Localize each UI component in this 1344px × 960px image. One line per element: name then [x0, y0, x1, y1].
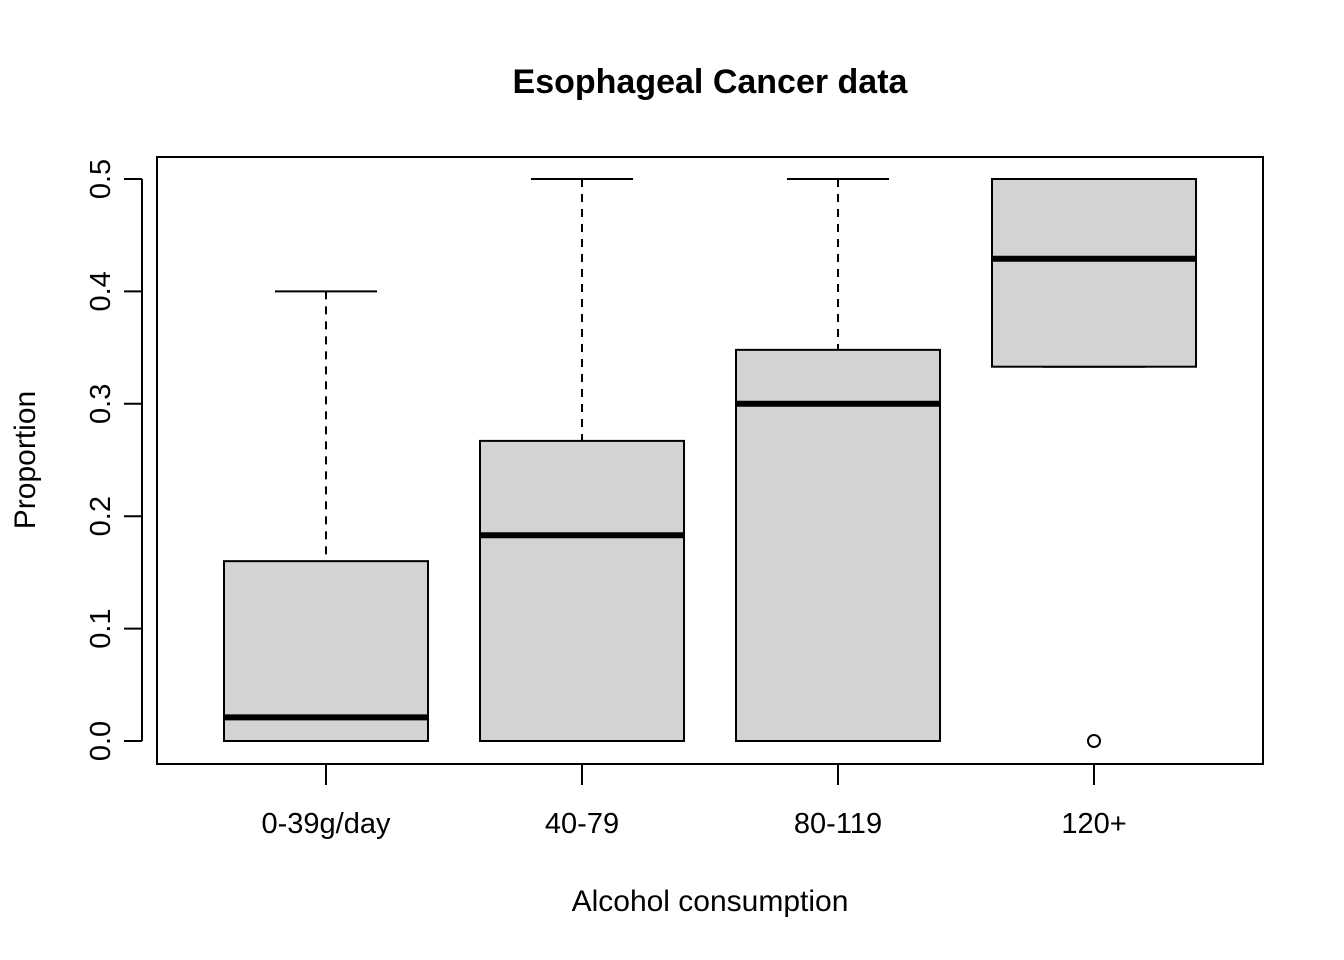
y-tick-label: 0.3	[85, 384, 117, 424]
box-group	[991, 178, 1197, 748]
y-tick-label: 0.5	[85, 159, 117, 199]
chart-title: Esophageal Cancer data	[513, 63, 909, 101]
y-axis-label: Proportion	[9, 391, 42, 529]
y-tick-label: 0.0	[85, 721, 117, 761]
box-group	[223, 290, 429, 742]
x-axis-label: Alcohol consumption	[572, 885, 849, 918]
box-group	[735, 178, 941, 742]
x-tick-label: 80-119	[794, 808, 882, 840]
x-tick-label: 120+	[1061, 808, 1126, 840]
box	[479, 439, 685, 742]
x-axis: 0-39g/day 40-79 80-119 120+	[262, 764, 1127, 840]
x-tick-label: 40-79	[545, 808, 619, 840]
boxes-layer	[223, 178, 1197, 748]
box	[735, 348, 941, 742]
x-tick-label: 0-39g/day	[262, 808, 391, 840]
box	[223, 560, 429, 742]
y-tick-label: 0.4	[85, 271, 117, 311]
box-group	[479, 178, 685, 742]
y-tick-label: 0.2	[85, 496, 117, 536]
outlier-point	[1087, 734, 1101, 748]
plot-frame	[156, 156, 1264, 765]
y-axis: 0.0 0.1 0.2 0.3 0.4 0.5	[85, 159, 143, 761]
y-tick-label: 0.1	[85, 608, 117, 648]
box	[991, 178, 1197, 368]
